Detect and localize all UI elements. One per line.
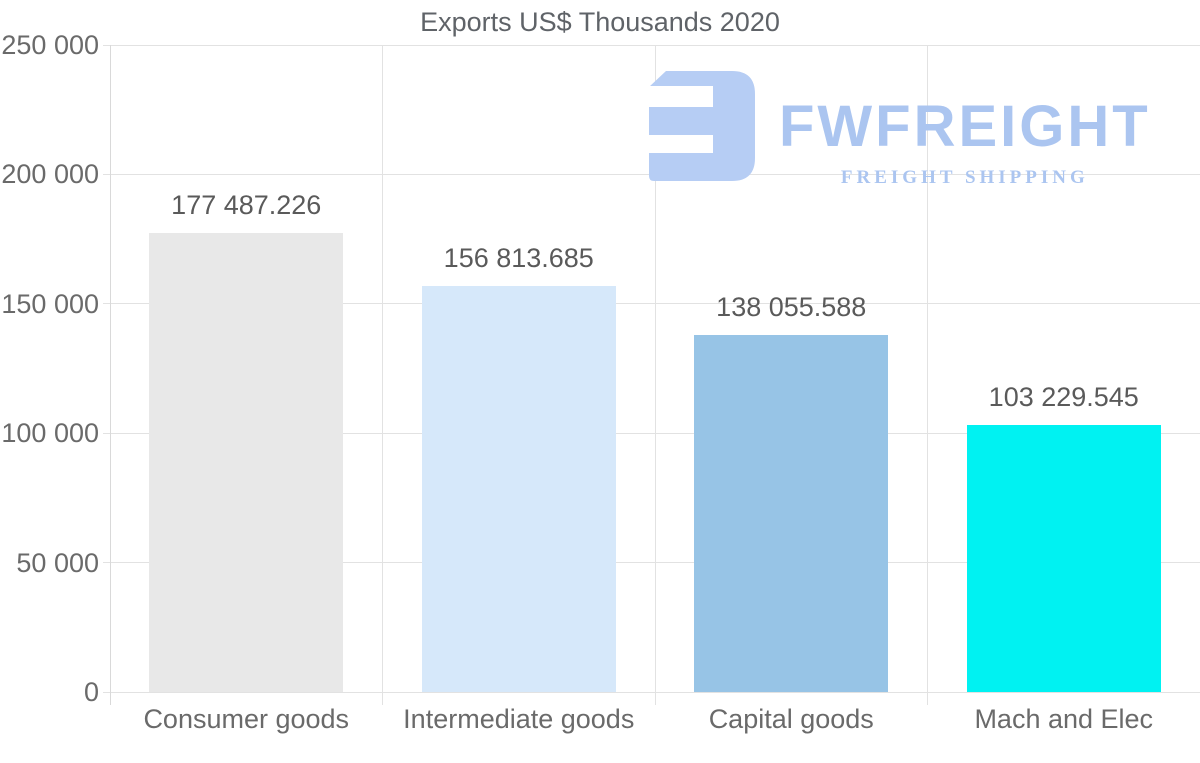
bar-consumer-goods <box>149 233 344 692</box>
y-axis-tick-label: 100 000 <box>1 418 99 449</box>
watermark-text-block: FWFREIGHT FREIGHT SHIPPING <box>779 71 1151 189</box>
fwfreight-logo-icon <box>649 71 755 181</box>
v-gridline <box>654 45 656 705</box>
x-axis-category-label: Intermediate goods <box>403 704 635 734</box>
bar-mach-and-elec <box>966 425 1161 692</box>
bar-value-label: 156 813.685 <box>443 243 594 273</box>
bar-value-label: 138 055.588 <box>716 292 867 322</box>
v-gridline <box>382 45 383 705</box>
x-axis-category-label: Capital goods <box>708 704 874 734</box>
h-gridline <box>103 432 1200 434</box>
bar-value-label: 103 229.545 <box>988 382 1139 412</box>
x-axis-category-label: Mach and Elec <box>974 704 1154 734</box>
y-axis-tick-label: 250 000 <box>1 30 99 60</box>
y-axis-tick-label: 150 000 <box>1 288 99 319</box>
fwfreight-watermark: FWFREIGHT FREIGHT SHIPPING <box>649 71 1151 189</box>
h-gridline <box>103 303 1200 305</box>
v-gridline <box>927 45 928 705</box>
watermark-brand-text: FWFREIGHT <box>779 94 1151 159</box>
h-gridline <box>103 562 1200 564</box>
y-axis-tick-label: 50 000 <box>16 547 99 578</box>
bar-value-label: 177 487.226 <box>171 190 322 220</box>
h-gridline <box>103 691 1200 693</box>
y-axis-line <box>109 45 111 705</box>
bar-capital-goods <box>694 335 889 692</box>
bar-intermediate-goods <box>421 286 616 692</box>
x-axis-category-label: Consumer goods <box>143 704 350 734</box>
y-axis-tick-label: 0 <box>83 677 99 707</box>
chart-title: Exports US$ Thousands 2020 <box>420 7 780 37</box>
y-axis-tick-label: 200 000 <box>1 159 99 190</box>
watermark-tagline-text: FREIGHT SHIPPING <box>840 167 1089 188</box>
h-gridline <box>103 44 1200 46</box>
